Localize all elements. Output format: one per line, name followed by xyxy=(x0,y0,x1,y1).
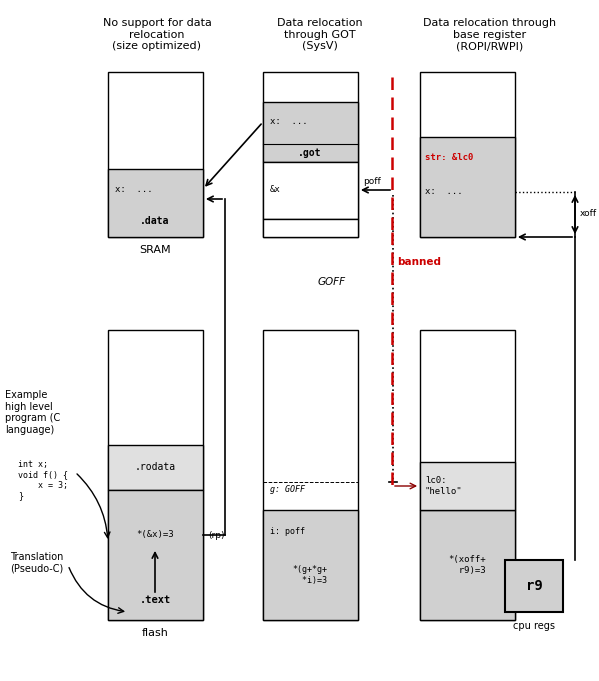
Bar xyxy=(420,330,515,620)
Text: x:  ...: x: ... xyxy=(425,187,462,197)
Bar xyxy=(420,72,515,237)
Bar xyxy=(108,330,203,620)
Bar xyxy=(420,137,515,237)
Bar xyxy=(505,560,563,612)
Bar xyxy=(263,510,358,620)
Text: SRAM: SRAM xyxy=(139,245,171,255)
Bar xyxy=(420,462,515,510)
Text: Translation
(Pseudo-C): Translation (Pseudo-C) xyxy=(10,552,63,573)
Text: Data relocation through
base register
(ROPI/RWPI): Data relocation through base register (R… xyxy=(423,18,556,51)
Text: .text: .text xyxy=(140,595,171,605)
Text: &x: &x xyxy=(270,185,281,195)
Bar xyxy=(263,72,358,237)
Text: Example
high level
program (C
language): Example high level program (C language) xyxy=(5,390,60,434)
Bar xyxy=(108,169,203,237)
Text: *(g+*g+
  *i)=3: *(g+*g+ *i)=3 xyxy=(292,565,328,585)
Text: i: poff: i: poff xyxy=(270,528,305,537)
Bar xyxy=(108,490,203,620)
Text: (rp): (rp) xyxy=(208,530,225,539)
Text: .got: .got xyxy=(298,148,322,158)
Bar xyxy=(263,102,358,162)
Text: str: &lc0: str: &lc0 xyxy=(425,153,473,161)
Text: .rodata: .rodata xyxy=(134,462,176,472)
Text: lc0:
"hello": lc0: "hello" xyxy=(425,476,462,496)
Text: xoff: xoff xyxy=(580,210,597,219)
Text: flash: flash xyxy=(141,628,168,638)
Text: poff: poff xyxy=(363,178,381,187)
Text: x:  ...: x: ... xyxy=(115,185,153,193)
Text: int x;
void f() {
    x = 3;
}: int x; void f() { x = 3; } xyxy=(18,460,68,501)
Text: *(&x)=3: *(&x)=3 xyxy=(136,530,174,539)
Bar xyxy=(420,510,515,620)
Text: g: GOFF: g: GOFF xyxy=(270,486,305,494)
Text: cpu regs: cpu regs xyxy=(513,621,555,631)
Bar xyxy=(108,72,203,237)
Bar xyxy=(108,445,203,490)
Text: *(xoff+
  r9)=3: *(xoff+ r9)=3 xyxy=(448,555,486,575)
Bar xyxy=(263,162,358,219)
Text: No support for data
relocation
(size optimized): No support for data relocation (size opt… xyxy=(102,18,211,51)
Text: .data: .data xyxy=(140,216,170,226)
Bar xyxy=(263,219,358,237)
Text: banned: banned xyxy=(397,257,441,267)
Text: Data relocation
through GOT
(SysV): Data relocation through GOT (SysV) xyxy=(277,18,363,51)
Text: GOFF: GOFF xyxy=(318,277,346,287)
Bar xyxy=(263,330,358,620)
Text: r9: r9 xyxy=(526,579,542,593)
Text: x:  ...: x: ... xyxy=(270,118,308,127)
